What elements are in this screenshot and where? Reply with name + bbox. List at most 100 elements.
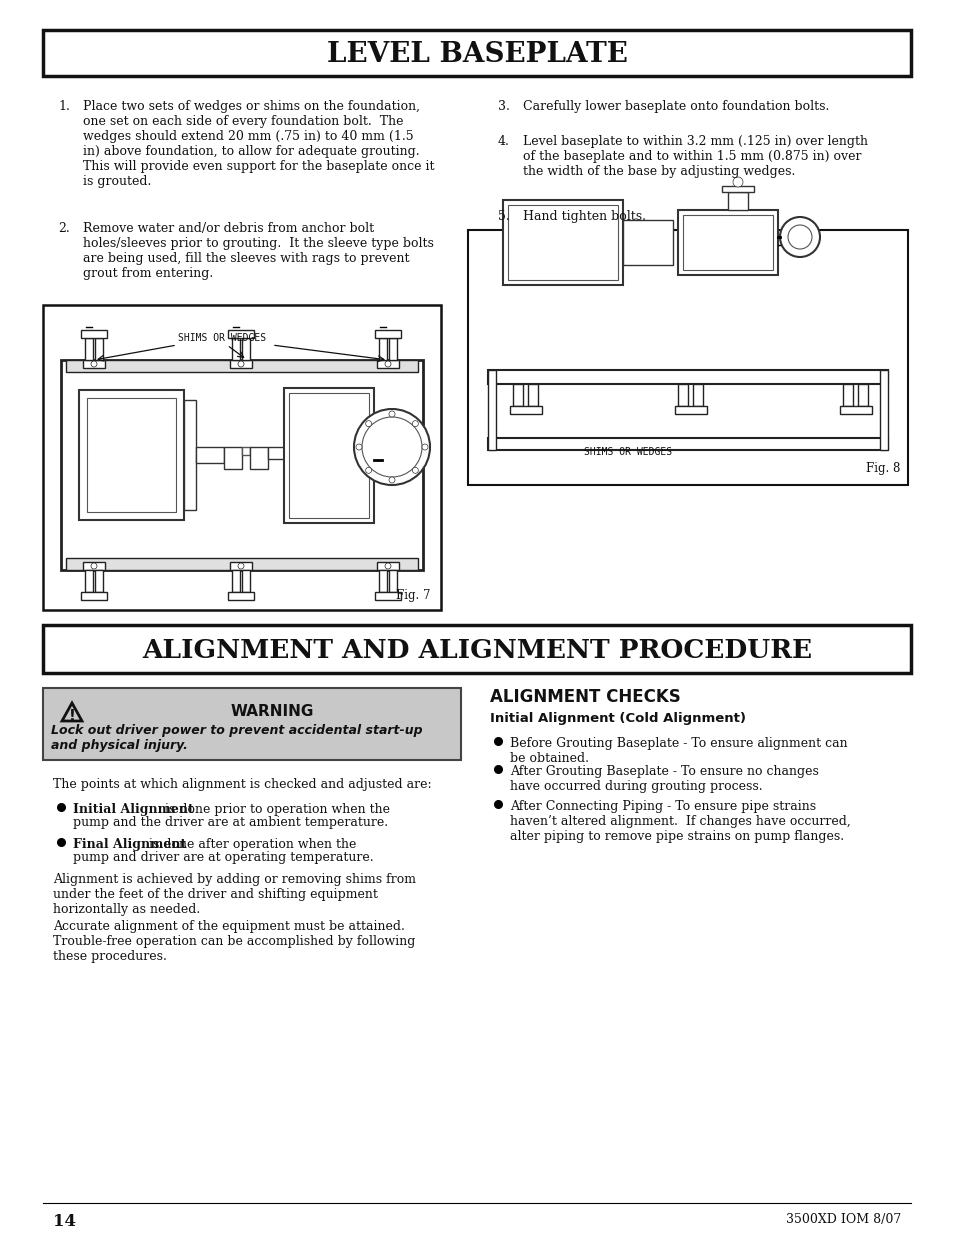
Text: 3500XD IOM 8/07: 3500XD IOM 8/07 [785, 1213, 900, 1226]
Bar [842, 384, 852, 406]
Circle shape [732, 177, 742, 186]
Bar [376, 359, 398, 368]
Bar [289, 393, 369, 517]
Bar [79, 390, 184, 520]
Circle shape [412, 467, 418, 473]
Bar [43, 688, 460, 760]
Text: 3.: 3. [497, 100, 509, 112]
Text: Lock out driver power to prevent accidental start-up
and physical injury.: Lock out driver power to prevent acciden… [51, 724, 422, 752]
Text: LEVEL BASEPLATE: LEVEL BASEPLATE [326, 41, 627, 68]
Text: pump and driver are at operating temperature.: pump and driver are at operating tempera… [73, 851, 374, 864]
Text: Before Grouting Baseplate - To ensure alignment can
be obtained.: Before Grouting Baseplate - To ensure al… [510, 737, 846, 764]
Bar [389, 338, 396, 359]
Bar [488, 370, 887, 384]
Bar [250, 447, 268, 469]
Bar [232, 338, 240, 359]
Circle shape [389, 477, 395, 483]
Text: Accurate alignment of the equipment must be attained.
Trouble-free operation can: Accurate alignment of the equipment must… [53, 920, 415, 963]
Bar [95, 571, 103, 592]
Circle shape [421, 445, 428, 450]
Bar [232, 571, 240, 592]
Text: 14: 14 [53, 1213, 76, 1230]
Text: Fig. 7: Fig. 7 [396, 589, 431, 601]
Circle shape [237, 563, 244, 569]
Bar [230, 359, 252, 368]
Bar [678, 384, 687, 406]
Bar [678, 210, 778, 275]
Bar [840, 406, 871, 414]
Bar [375, 592, 400, 600]
Text: !: ! [69, 709, 75, 724]
Text: Initial Alignment (Cold Alignment): Initial Alignment (Cold Alignment) [490, 713, 745, 725]
Bar [502, 200, 622, 285]
Text: 1.: 1. [58, 100, 70, 112]
Bar [85, 571, 92, 592]
Text: Fig. 8: Fig. 8 [864, 462, 899, 475]
Text: Remove water and/or debris from anchor bolt
holes/sleeves prior to grouting.  It: Remove water and/or debris from anchor b… [83, 222, 434, 280]
Text: After Grouting Baseplate - To ensure no changes
have occurred during grouting pr: After Grouting Baseplate - To ensure no … [510, 764, 818, 793]
Text: Place two sets of wedges or shims on the foundation,
one set on each side of eve: Place two sets of wedges or shims on the… [83, 100, 434, 188]
Bar [378, 571, 387, 592]
Circle shape [355, 445, 361, 450]
Text: 2.: 2. [58, 222, 70, 235]
Text: Hand tighten bolts.: Hand tighten bolts. [522, 210, 645, 224]
Bar [857, 384, 867, 406]
Circle shape [412, 421, 418, 426]
Text: Final Alignment: Final Alignment [73, 839, 186, 851]
Bar [692, 384, 702, 406]
Text: ALIGNMENT CHECKS: ALIGNMENT CHECKS [490, 688, 680, 706]
Text: Alignment is achieved by adding or removing shims from
under the feet of the dri: Alignment is achieved by adding or remov… [53, 873, 416, 916]
Bar [527, 384, 537, 406]
Text: 5.: 5. [497, 210, 509, 224]
Text: WARNING: WARNING [230, 704, 314, 719]
Bar [43, 305, 440, 610]
Bar [510, 406, 541, 414]
Bar [230, 562, 252, 571]
Circle shape [91, 361, 97, 367]
Bar [61, 359, 422, 571]
Bar [242, 571, 250, 592]
Bar [721, 186, 753, 191]
Circle shape [354, 409, 430, 485]
Bar [376, 562, 398, 571]
Bar [224, 447, 242, 469]
Bar [228, 592, 253, 600]
Bar [375, 330, 400, 338]
Bar [242, 447, 250, 454]
Bar [81, 592, 107, 600]
Text: The points at which alignment is checked and adjusted are:: The points at which alignment is checked… [53, 778, 431, 790]
Bar [507, 205, 618, 280]
Bar [66, 359, 417, 372]
Bar [184, 400, 195, 510]
Bar [488, 438, 887, 450]
Text: is done after operation when the: is done after operation when the [145, 839, 356, 851]
Text: pump and the driver are at ambient temperature.: pump and the driver are at ambient tempe… [73, 816, 388, 829]
Bar [87, 398, 175, 513]
Bar [675, 406, 706, 414]
Circle shape [389, 411, 395, 417]
Text: SHIMS OR WEDGES: SHIMS OR WEDGES [178, 333, 266, 343]
Bar [83, 562, 105, 571]
Bar [284, 388, 374, 522]
Bar [488, 370, 496, 450]
Bar [95, 338, 103, 359]
Text: is done prior to operation when the: is done prior to operation when the [161, 803, 390, 816]
Bar [727, 191, 747, 210]
Circle shape [365, 467, 372, 473]
Bar [682, 215, 772, 270]
Text: SHIMS OR WEDGES: SHIMS OR WEDGES [583, 447, 671, 457]
Circle shape [365, 421, 372, 426]
Bar [879, 370, 887, 450]
Circle shape [237, 361, 244, 367]
Text: Initial Alignment: Initial Alignment [73, 803, 193, 816]
Bar [242, 338, 250, 359]
Bar [43, 625, 910, 673]
Circle shape [91, 563, 97, 569]
Bar [622, 220, 672, 266]
Circle shape [361, 417, 421, 477]
Bar [228, 330, 253, 338]
Bar [378, 338, 387, 359]
Bar [85, 338, 92, 359]
Text: 4.: 4. [497, 135, 509, 148]
Circle shape [780, 217, 820, 257]
